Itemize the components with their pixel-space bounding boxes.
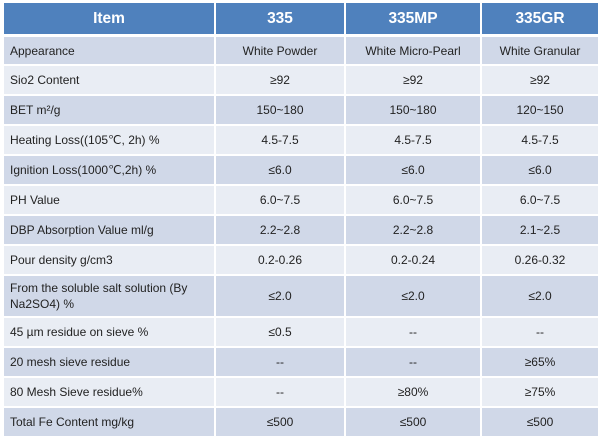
cell-335mp: 2.2~2.8: [345, 215, 482, 246]
row-label: Sio2 Content: [4, 65, 216, 96]
cell-335: ≤6.0: [215, 155, 346, 186]
cell-335gr: ≥65%: [481, 347, 598, 378]
row-label: DBP Absorption Value ml/g: [4, 215, 216, 246]
cell-335mp: ≥92: [345, 65, 482, 96]
table-row: 80 Mesh Sieve residue% -- ≥80% ≥75%: [4, 377, 598, 408]
cell-335: ≤2.0: [215, 275, 346, 318]
header-335: 335: [215, 3, 346, 37]
row-label: Appearance: [4, 35, 216, 66]
row-label: 80 Mesh Sieve residue%: [4, 377, 216, 408]
table-row: Appearance White Powder White Micro-Pear…: [4, 35, 598, 66]
cell-335mp: --: [345, 317, 482, 348]
cell-335mp: ≤500: [345, 407, 482, 438]
header-item: Item: [4, 3, 216, 37]
cell-335gr: ≥75%: [481, 377, 598, 408]
cell-335: 0.2-0.26: [215, 245, 346, 276]
cell-335gr: 120~150: [481, 95, 598, 126]
cell-335mp: ≤6.0: [345, 155, 482, 186]
cell-335mp: White Micro-Pearl: [345, 35, 482, 66]
row-label: PH Value: [4, 185, 216, 216]
cell-335gr: White Granular: [481, 35, 598, 66]
row-label: From the soluble salt solution (By Na2SO…: [4, 275, 216, 318]
cell-335mp: 4.5-7.5: [345, 125, 482, 156]
table-row: BET m²/g 150~180 150~180 120~150: [4, 95, 598, 126]
cell-335gr: 6.0~7.5: [481, 185, 598, 216]
cell-335gr: 4.5-7.5: [481, 125, 598, 156]
cell-335: ≤500: [215, 407, 346, 438]
cell-335: ≤0.5: [215, 317, 346, 348]
row-label: 45 µm residue on sieve %: [4, 317, 216, 348]
table-row: DBP Absorption Value ml/g 2.2~2.8 2.2~2.…: [4, 215, 598, 246]
table-row: PH Value 6.0~7.5 6.0~7.5 6.0~7.5: [4, 185, 598, 216]
cell-335: 2.2~2.8: [215, 215, 346, 246]
cell-335gr: ≤2.0: [481, 275, 598, 318]
table-row: Sio2 Content ≥92 ≥92 ≥92: [4, 65, 598, 96]
cell-335mp: ≥80%: [345, 377, 482, 408]
cell-335: White Powder: [215, 35, 346, 66]
product-spec-table: Item 335 335MP 335GR Appearance White Po…: [4, 3, 598, 438]
table-row: Ignition Loss(1000℃,2h) % ≤6.0 ≤6.0 ≤6.0: [4, 155, 598, 186]
header-335mp: 335MP: [345, 3, 482, 37]
row-label: Total Fe Content mg/kg: [4, 407, 216, 438]
cell-335mp: 0.2-0.24: [345, 245, 482, 276]
table-row: 45 µm residue on sieve % ≤0.5 -- --: [4, 317, 598, 348]
header-335gr: 335GR: [481, 3, 598, 37]
row-label: Heating Loss((105℃, 2h) %: [4, 125, 216, 156]
spec-table-container: Item 335 335MP 335GR Appearance White Po…: [4, 3, 598, 438]
cell-335: 150~180: [215, 95, 346, 126]
table-row: 20 mesh sieve residue -- -- ≥65%: [4, 347, 598, 378]
cell-335: 6.0~7.5: [215, 185, 346, 216]
cell-335gr: --: [481, 317, 598, 348]
cell-335gr: ≤6.0: [481, 155, 598, 186]
cell-335mp: ≤2.0: [345, 275, 482, 318]
cell-335gr: 2.1~2.5: [481, 215, 598, 246]
cell-335mp: 150~180: [345, 95, 482, 126]
cell-335gr: ≤500: [481, 407, 598, 438]
cell-335mp: 6.0~7.5: [345, 185, 482, 216]
cell-335: --: [215, 377, 346, 408]
cell-335: ≥92: [215, 65, 346, 96]
table-row: From the soluble salt solution (By Na2SO…: [4, 275, 598, 318]
row-label: 20 mesh sieve residue: [4, 347, 216, 378]
row-label: BET m²/g: [4, 95, 216, 126]
table-row: Heating Loss((105℃, 2h) % 4.5-7.5 4.5-7.…: [4, 125, 598, 156]
table-row: Total Fe Content mg/kg ≤500 ≤500 ≤500: [4, 407, 598, 438]
table-header-row: Item 335 335MP 335GR: [4, 3, 598, 37]
row-label: Pour density g/cm3: [4, 245, 216, 276]
row-label: Ignition Loss(1000℃,2h) %: [4, 155, 216, 186]
cell-335gr: ≥92: [481, 65, 598, 96]
table-row: Pour density g/cm3 0.2-0.26 0.2-0.24 0.2…: [4, 245, 598, 276]
cell-335gr: 0.26-0.32: [481, 245, 598, 276]
cell-335: 4.5-7.5: [215, 125, 346, 156]
cell-335mp: --: [345, 347, 482, 378]
cell-335: --: [215, 347, 346, 378]
